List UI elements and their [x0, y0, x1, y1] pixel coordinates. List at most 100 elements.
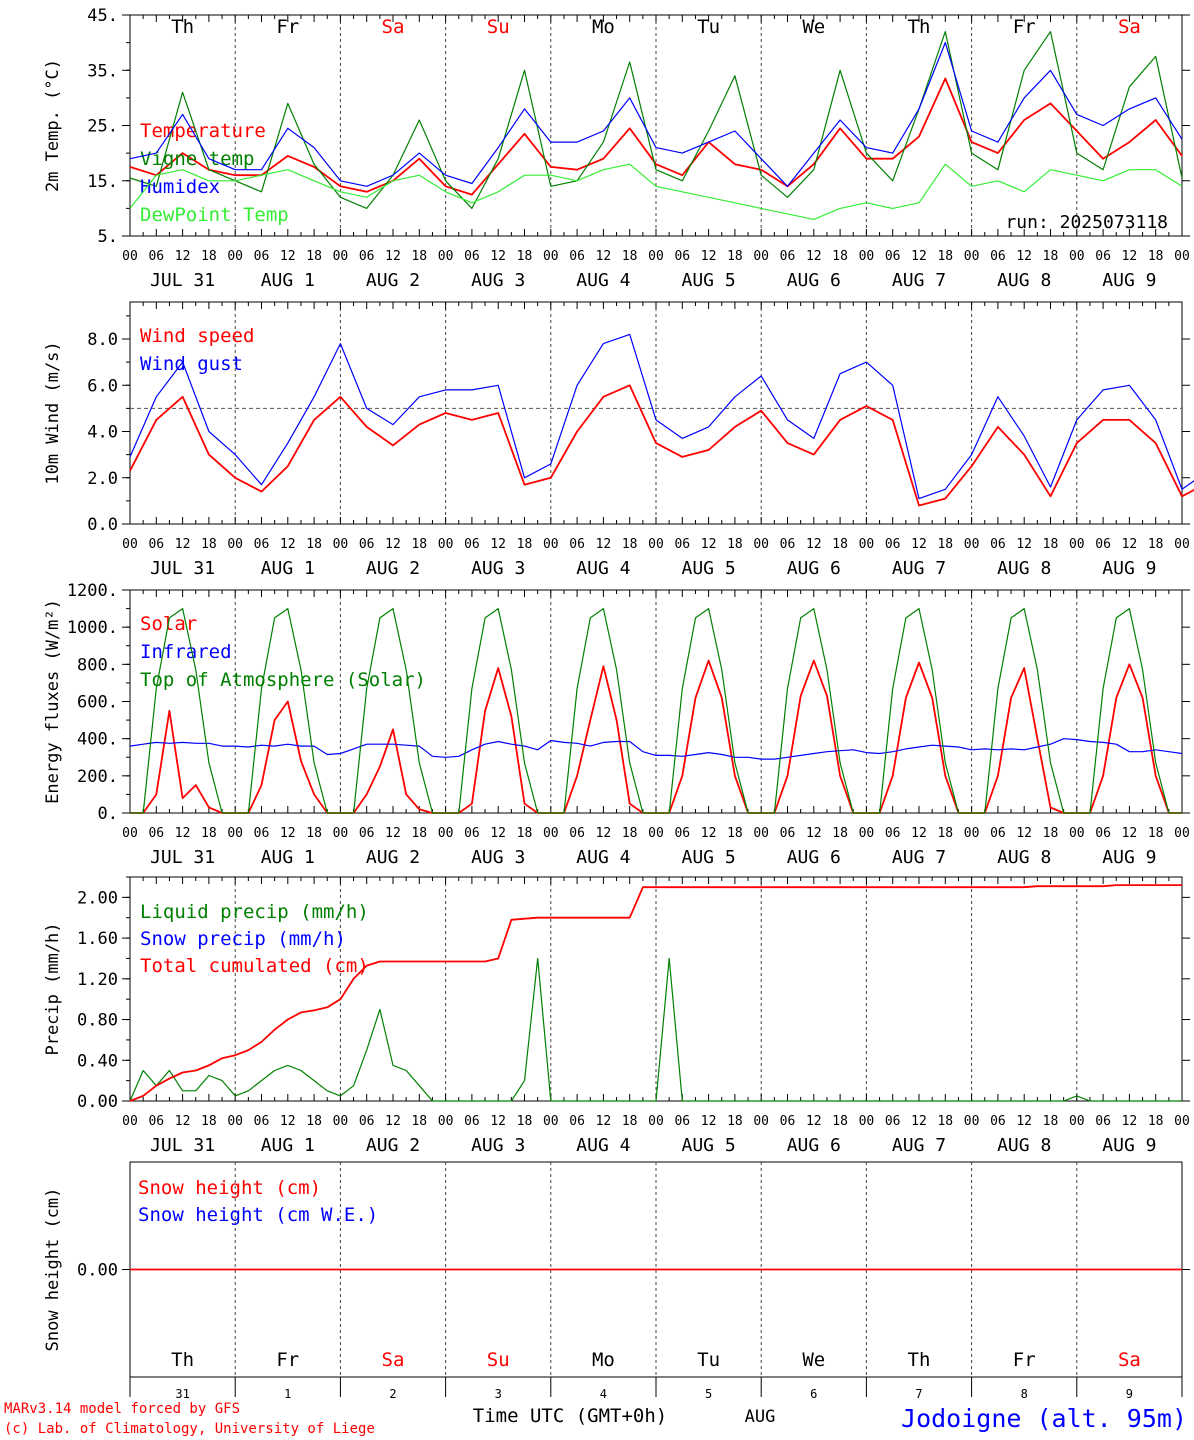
wind-hour-label: 06 [254, 537, 270, 552]
precip-y-tick-label: 0.00 [77, 1092, 118, 1112]
energy-hour-label: 18 [1148, 826, 1164, 841]
precip-hour-label: 00 [964, 1114, 980, 1129]
wind-hour-label: 00 [753, 537, 769, 552]
precip-y-tick-label: 2.00 [77, 888, 118, 908]
wind-hour-label: 12 [806, 537, 822, 552]
temp-hour-label: 00 [753, 249, 769, 264]
weekday-label-bottom: Mo [592, 1349, 615, 1371]
wind-hour-label: 00 [227, 537, 243, 552]
weekday-label-top: Fr [1013, 16, 1036, 38]
precip-hour-label: 18 [411, 1114, 427, 1129]
precip-hour-label: 06 [1095, 1114, 1111, 1129]
precip-hour-label: 12 [175, 1114, 191, 1129]
precip-hour-label: 00 [333, 1114, 349, 1129]
wind-y-tick-label: 6.0 [87, 376, 118, 396]
precip-hour-label: 12 [596, 1114, 612, 1129]
wind-hour-label: 12 [911, 537, 927, 552]
temp-date-label: AUG 8 [997, 270, 1051, 291]
temp-hour-label: 18 [727, 249, 743, 264]
wind-hour-label: 06 [464, 537, 480, 552]
wind-date-label: AUG 9 [1102, 558, 1156, 579]
temp-y-axis-label: 2m Temp. (°C) [43, 59, 63, 192]
snow-y-tick-label: 0.00 [77, 1261, 118, 1281]
energy-date-label: AUG 2 [366, 847, 420, 868]
wind-hour-label: 18 [832, 537, 848, 552]
precip-hour-label: 00 [543, 1114, 559, 1129]
lab-credit: (c) Lab. of Climatology, University of L… [4, 1421, 375, 1437]
weekday-label-top: Sa [382, 16, 405, 38]
precip-legend-1: Snow precip (mm/h) [140, 928, 346, 950]
wind-hour-label: 12 [175, 537, 191, 552]
precip-hour-label: 06 [359, 1114, 375, 1129]
weekday-label-bottom: Sa [382, 1349, 405, 1371]
wind-hour-label: 06 [1095, 537, 1111, 552]
energy-hour-label: 06 [464, 826, 480, 841]
temp-hour-label: 18 [201, 249, 217, 264]
energy-hour-label: 18 [201, 826, 217, 841]
energy-y-tick-label: 0. [98, 804, 118, 824]
energy-hour-label: 18 [622, 826, 638, 841]
weekday-label-top: Th [908, 16, 931, 38]
precip-legend-0: Liquid precip (mm/h) [140, 901, 369, 923]
precip-hour-label: 18 [832, 1114, 848, 1129]
energy-hour-label: 06 [254, 826, 270, 841]
energy-date-label: AUG 9 [1102, 847, 1156, 868]
temp-hour-label: 12 [911, 249, 927, 264]
energy-date-label: AUG 4 [576, 847, 630, 868]
precip-hour-label: 18 [517, 1114, 533, 1129]
temp-series-1-line [129, 31, 1183, 209]
weekday-label-top: We [802, 16, 825, 38]
temp-hour-label: 06 [990, 249, 1006, 264]
energy-hour-label: 00 [227, 826, 243, 841]
day-number-label: 3 [495, 1387, 502, 1401]
energy-date-label: AUG 7 [892, 847, 946, 868]
precip-y-axis-label: Precip (mm/h) [43, 922, 63, 1055]
precip-y-tick-label: 0.80 [77, 1011, 118, 1031]
energy-hour-label: 00 [1069, 826, 1085, 841]
temp-hour-label: 18 [1043, 249, 1059, 264]
wind-hour-label: 18 [517, 537, 533, 552]
wind-hour-label: 18 [201, 537, 217, 552]
wind-hour-label: 00 [543, 537, 559, 552]
temp-hour-label: 00 [964, 249, 980, 264]
energy-hour-label: 18 [306, 826, 322, 841]
energy-date-label: AUG 3 [471, 847, 525, 868]
energy-hour-label: 00 [648, 826, 664, 841]
temp-hour-label: 06 [359, 249, 375, 264]
wind-hour-label: 00 [122, 537, 138, 552]
weekday-label-top: Mo [592, 16, 615, 38]
energy-hour-label: 00 [122, 826, 138, 841]
snow-legend-1: Snow height (cm W.E.) [138, 1204, 378, 1226]
temp-hour-label: 06 [780, 249, 796, 264]
temp-hour-label: 06 [1095, 249, 1111, 264]
precip-date-label: AUG 7 [892, 1135, 946, 1156]
energy-hour-label: 12 [1016, 826, 1032, 841]
temp-legend-0: Temperature [140, 120, 266, 142]
day-number-label: 31 [175, 1387, 189, 1401]
energy-hour-label: 12 [490, 826, 506, 841]
wind-hour-label: 06 [990, 537, 1006, 552]
precip-series-2-line [129, 884, 1182, 1102]
precip-hour-label: 00 [1174, 1114, 1190, 1129]
temp-date-label: AUG 9 [1102, 270, 1156, 291]
energy-hour-label: 12 [175, 826, 191, 841]
energy-y-tick-label: 1200. [67, 581, 118, 601]
temp-hour-label: 18 [411, 249, 427, 264]
precip-hour-label: 18 [1148, 1114, 1164, 1129]
wind-date-label: AUG 8 [997, 558, 1051, 579]
day-number-label: 1 [284, 1387, 291, 1401]
wind-hour-label: 06 [359, 537, 375, 552]
precip-hour-label: 12 [1016, 1114, 1032, 1129]
precip-y-tick-label: 1.20 [77, 970, 118, 990]
day-number-label: 2 [389, 1387, 396, 1401]
wind-hour-label: 00 [1069, 537, 1085, 552]
temp-legend-3: DewPoint Temp [140, 204, 289, 226]
energy-hour-label: 18 [1043, 826, 1059, 841]
energy-hour-label: 12 [911, 826, 927, 841]
precip-hour-label: 00 [122, 1114, 138, 1129]
temp-y-tick-label: 45. [87, 6, 118, 26]
weekday-label-top: Th [171, 16, 194, 38]
temp-hour-label: 00 [1174, 249, 1190, 264]
time-axis-label: Time UTC (GMT+0h) [473, 1405, 667, 1427]
day-number-label: 9 [1126, 1387, 1133, 1401]
